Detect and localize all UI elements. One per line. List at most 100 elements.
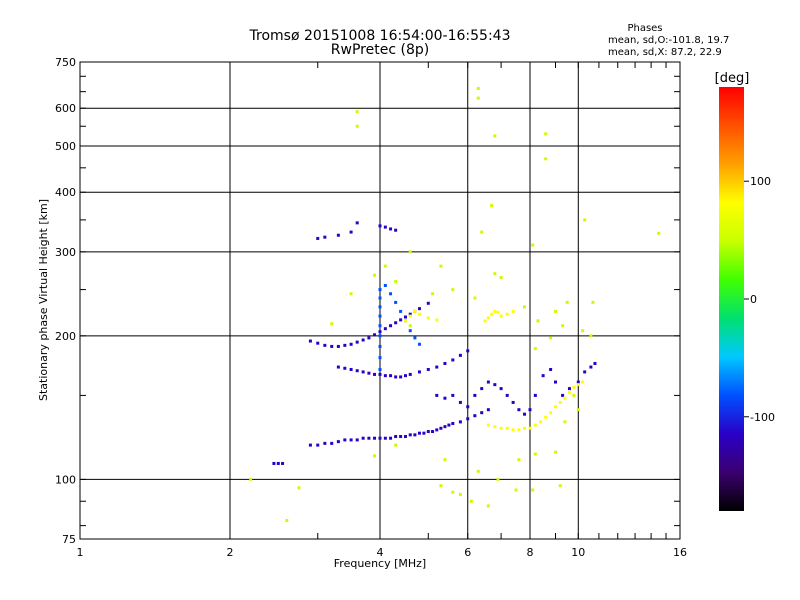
echo-point	[466, 417, 470, 421]
echo-point	[563, 396, 567, 400]
echo-point	[394, 228, 398, 232]
echo-point	[583, 218, 587, 222]
colorbar-tick-label: 0	[750, 293, 757, 306]
x-tick-label: 2	[227, 546, 234, 559]
echo-point	[378, 367, 382, 371]
echo-point	[378, 296, 382, 300]
echo-point	[367, 371, 371, 375]
echo-point	[389, 227, 393, 231]
echo-point	[417, 307, 421, 311]
echo-point	[383, 264, 387, 268]
echo-point	[349, 342, 353, 346]
echo-point	[553, 309, 557, 313]
echo-point	[572, 393, 576, 397]
echo-point	[403, 435, 407, 439]
echo-point	[517, 408, 521, 412]
echo-point	[272, 461, 276, 465]
echo-point	[576, 380, 580, 384]
echo-point	[466, 349, 470, 353]
echo-point	[383, 374, 387, 378]
echo-point	[533, 393, 537, 397]
echo-point	[451, 358, 455, 362]
echo-point	[458, 420, 462, 424]
echo-point	[567, 391, 571, 395]
y-tick-label: 600	[55, 102, 76, 115]
echo-point	[431, 430, 435, 434]
echo-point	[355, 124, 359, 128]
echo-point	[533, 347, 537, 351]
echo-point	[349, 230, 353, 234]
echo-point	[361, 436, 365, 440]
echo-point	[343, 343, 347, 347]
echo-point	[511, 400, 515, 404]
echo-point	[394, 321, 398, 325]
echo-point	[378, 224, 382, 228]
echo-point	[531, 243, 535, 247]
echo-point	[483, 319, 487, 323]
echo-point	[493, 309, 497, 313]
echo-point	[480, 230, 484, 234]
echo-point	[523, 305, 527, 309]
echo-point	[378, 324, 382, 328]
echo-point	[443, 458, 447, 462]
x-tick-label: 4	[377, 546, 384, 559]
echo-point	[451, 393, 455, 397]
echo-point	[523, 412, 527, 416]
echo-point	[281, 461, 285, 465]
echo-point	[451, 490, 455, 494]
echo-point	[426, 301, 430, 305]
echo-point	[473, 296, 477, 300]
echo-point	[422, 431, 426, 435]
echo-point	[417, 342, 421, 346]
echo-point	[553, 405, 557, 409]
echo-point	[355, 110, 359, 114]
echo-point	[399, 375, 403, 379]
echo-point	[514, 488, 518, 492]
echo-point	[439, 264, 443, 268]
echo-point	[572, 385, 576, 389]
echo-point	[565, 300, 569, 304]
chart-title: Tromsø 20151008 16:54:00-16:55:43	[249, 28, 511, 44]
echo-point	[511, 309, 515, 313]
echo-point	[505, 426, 509, 430]
echo-point	[589, 334, 593, 338]
echo-point	[361, 370, 365, 374]
echo-point	[544, 157, 548, 161]
echo-point	[576, 383, 580, 387]
echo-point	[517, 428, 521, 432]
echo-point	[517, 458, 521, 462]
echo-point	[435, 393, 439, 397]
y-axis-label: Stationary phase Virtual Height [km]	[37, 199, 50, 401]
echo-point	[417, 370, 421, 374]
echo-point	[378, 314, 382, 318]
echo-point	[408, 329, 412, 333]
echo-point	[581, 329, 585, 333]
echo-point	[458, 400, 462, 404]
echo-point	[276, 461, 280, 465]
echo-point	[439, 484, 443, 488]
echo-point	[533, 423, 537, 427]
y-tick-label: 300	[55, 246, 76, 259]
echo-point	[458, 492, 462, 496]
echo-point	[373, 372, 377, 376]
phase-info-heading: Phases	[627, 23, 662, 34]
colorbar-tick-label: 100	[750, 175, 771, 188]
echo-point	[355, 221, 359, 225]
y-tick-label: 750	[55, 56, 76, 69]
echo-point	[355, 438, 359, 442]
echo-point	[544, 415, 548, 419]
echo-point	[473, 414, 477, 418]
echo-point	[330, 344, 334, 348]
echo-point	[493, 134, 497, 138]
echo-point	[316, 236, 320, 240]
echo-point	[549, 367, 553, 371]
echo-point	[349, 367, 353, 371]
echo-point	[443, 425, 447, 429]
echo-point	[466, 405, 470, 409]
echo-point	[576, 408, 580, 412]
echo-point	[383, 283, 387, 287]
echo-point	[323, 235, 327, 239]
echo-point	[593, 361, 597, 365]
echo-point	[553, 380, 557, 384]
echo-point	[408, 372, 412, 376]
